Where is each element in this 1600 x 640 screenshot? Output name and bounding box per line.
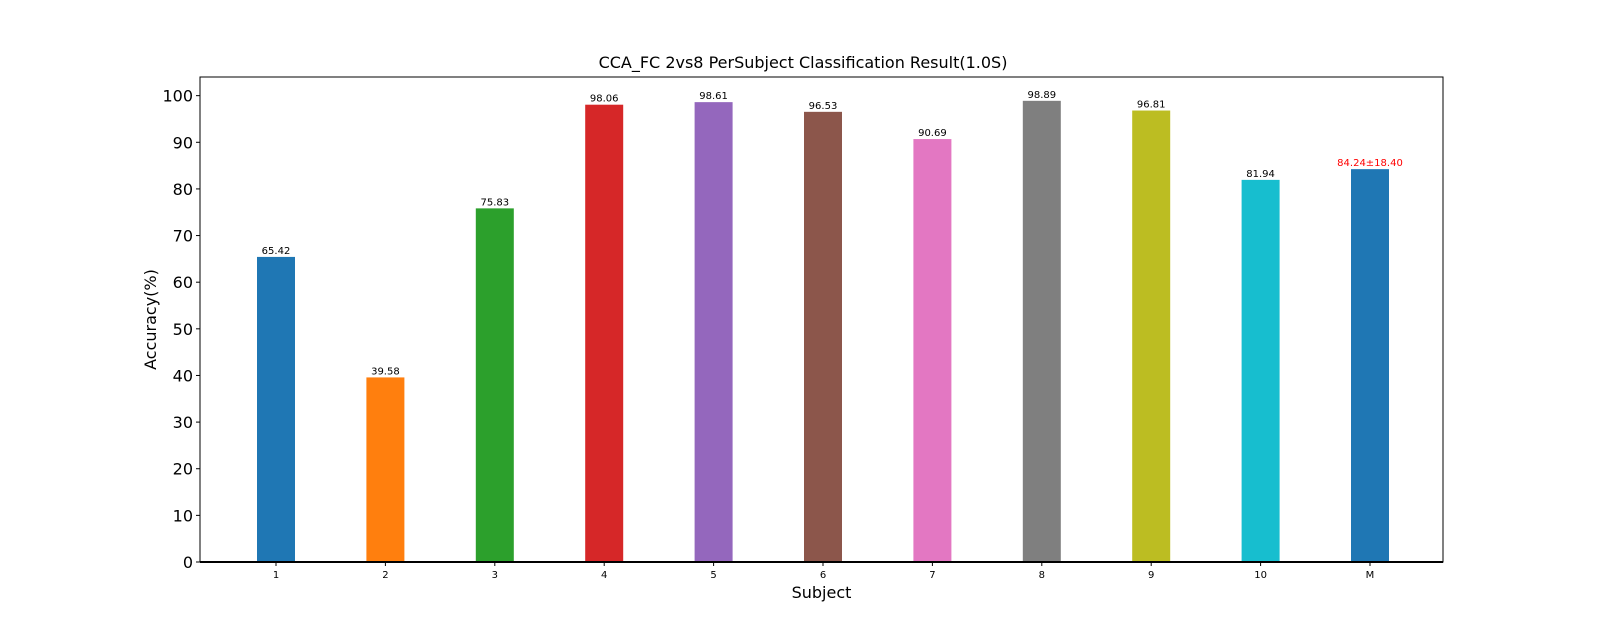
bar-subject-6 (804, 111, 842, 562)
x-axis: 1 2 3 4 5 6 7 8 9 10 M (273, 562, 1375, 581)
data-label-subject-10: 81.94 (1246, 169, 1275, 180)
bar-subject-9 (1132, 110, 1171, 563)
x-tick-label: 10 (1254, 570, 1267, 581)
y-tick-label: 100 (162, 87, 193, 106)
data-label-subject-9: 96.81 (1137, 100, 1166, 111)
bar-subject-10 (1241, 179, 1280, 562)
bar-subject-M (1351, 169, 1389, 562)
data-label-subject-M: 84.24±18.40 (1337, 158, 1403, 169)
bar-subject-7 (913, 139, 952, 562)
y-tick-label: 0 (183, 553, 193, 572)
y-tick-label: 30 (173, 413, 193, 432)
x-tick-label: 8 (1039, 570, 1045, 581)
data-label-subject-7: 90.69 (918, 128, 947, 139)
data-label-subject-3: 75.83 (480, 197, 509, 208)
x-tick-label: 3 (492, 570, 498, 581)
x-tick-label: 9 (1148, 570, 1154, 581)
y-tick-label: 20 (173, 460, 193, 479)
data-label-subject-5: 98.61 (699, 91, 728, 102)
chart-title: CCA_FC 2vs8 PerSubject Classification Re… (599, 53, 1008, 73)
x-tick-label: M (1366, 570, 1375, 581)
x-tick-label: 2 (382, 570, 388, 581)
data-label-subject-1: 65.42 (262, 246, 291, 257)
y-tick-label: 10 (173, 506, 193, 525)
bar-subject-3 (475, 208, 514, 563)
bar-subject-1 (257, 256, 295, 562)
y-tick-label: 60 (173, 273, 193, 292)
x-tick-label: 1 (273, 570, 279, 581)
data-label-subject-6: 96.53 (809, 101, 838, 112)
y-axis-label: Accuracy(%) (141, 269, 160, 370)
bar-subject-8 (1022, 100, 1061, 562)
y-tick-label: 80 (173, 180, 193, 199)
bar-subject-5 (694, 102, 733, 563)
y-tick-label: 40 (173, 366, 193, 385)
data-label-subject-4: 98.06 (590, 94, 619, 105)
bar-subject-2 (366, 377, 405, 562)
data-label-subject-8: 98.89 (1027, 90, 1056, 101)
bars-group: 65.42 39.58 75.83 98.06 98.61 96.53 90.69 98.89… (257, 90, 1403, 563)
x-tick-label: 7 (929, 570, 935, 581)
y-tick-label: 90 (173, 133, 193, 152)
x-tick-label: 6 (820, 570, 826, 581)
x-tick-label: 5 (710, 570, 716, 581)
y-axis: 0 10 20 30 40 50 60 70 80 90 100 (162, 87, 200, 572)
y-tick-label: 70 (173, 227, 193, 246)
x-axis-label: Subject (792, 583, 852, 602)
y-tick-label: 50 (173, 320, 193, 339)
bar-subject-4 (585, 104, 624, 562)
x-tick-label: 4 (601, 570, 607, 581)
data-label-subject-2: 39.58 (371, 366, 400, 377)
